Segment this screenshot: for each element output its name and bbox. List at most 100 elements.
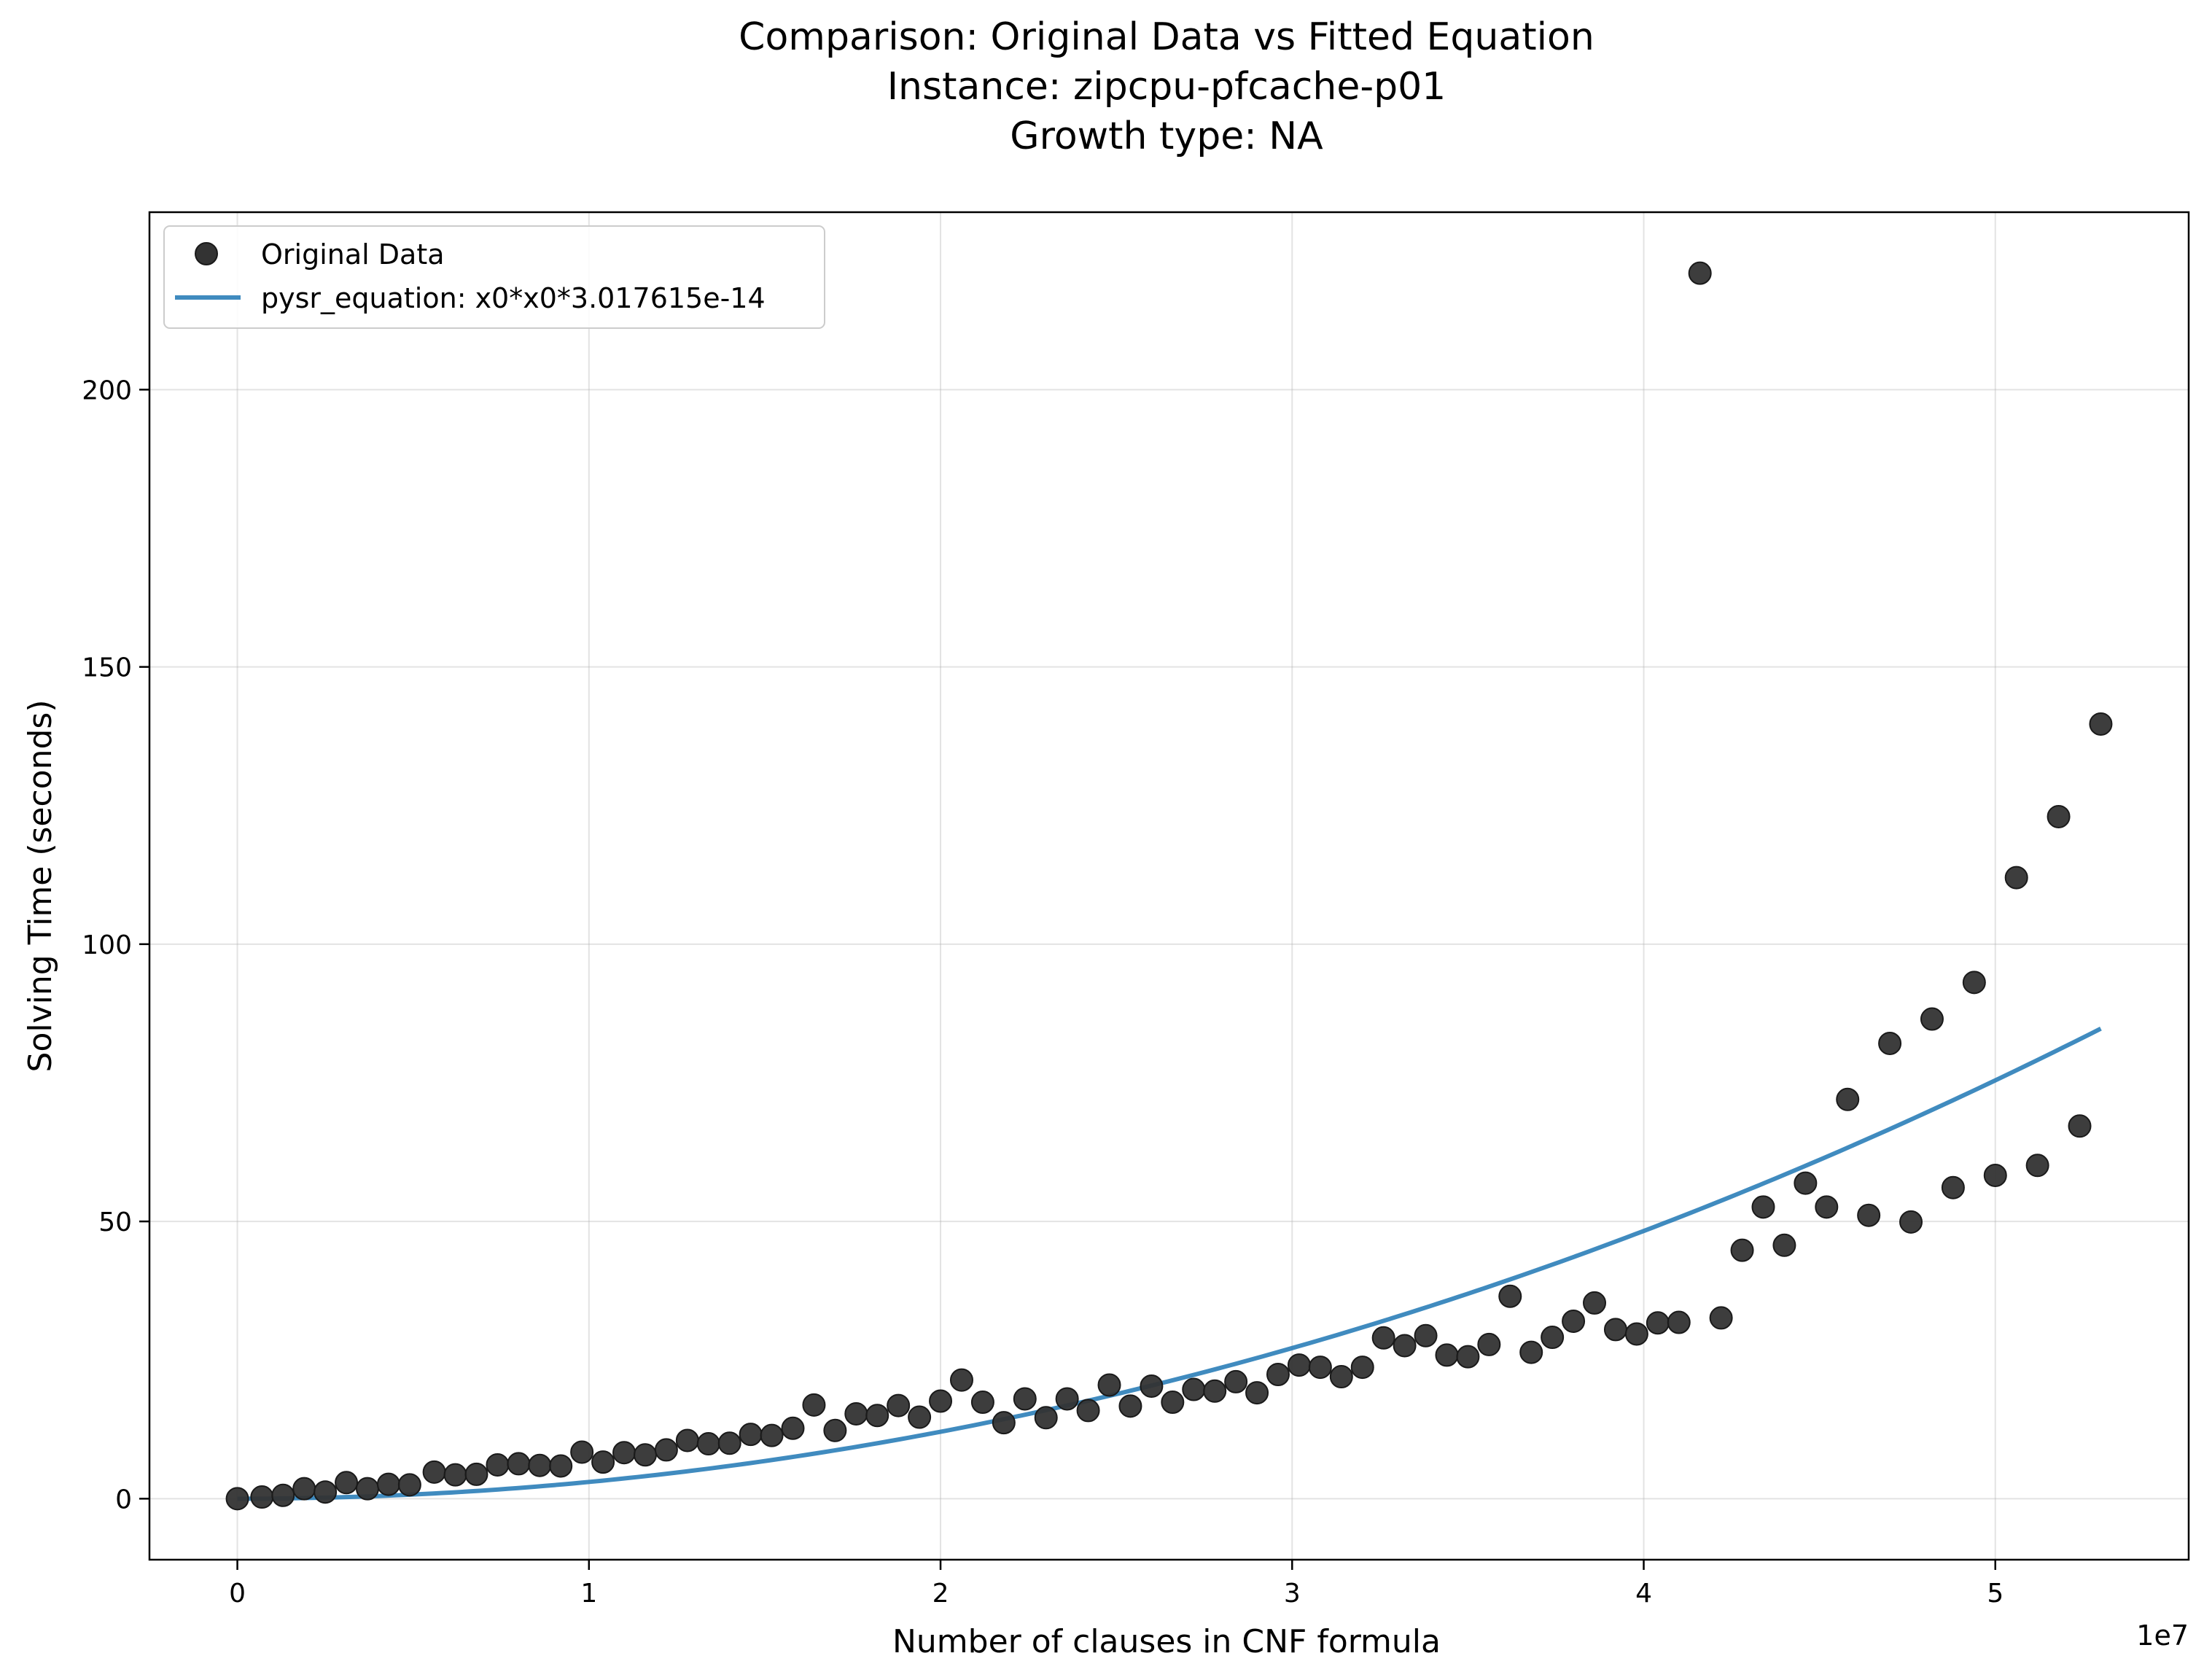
- x-tick-label: 5: [1987, 1579, 2004, 1609]
- data-point: [443, 1463, 467, 1487]
- data-point: [1857, 1203, 1881, 1227]
- data-point: [1836, 1087, 1860, 1111]
- data-point: [1224, 1369, 1248, 1393]
- data-point: [675, 1428, 699, 1452]
- data-point: [1245, 1381, 1269, 1405]
- data-point: [2089, 712, 2113, 736]
- data-point: [1583, 1291, 1607, 1315]
- data-point: [1140, 1374, 1164, 1398]
- data-point: [1350, 1356, 1374, 1380]
- data-point: [2004, 866, 2028, 890]
- data-point: [1878, 1031, 1902, 1055]
- data-point: [1667, 1310, 1691, 1334]
- data-point: [633, 1443, 657, 1467]
- data-point: [929, 1389, 953, 1413]
- data-point: [717, 1431, 741, 1455]
- data-point: [992, 1411, 1016, 1435]
- data-point: [271, 1483, 295, 1507]
- data-point: [1308, 1356, 1332, 1380]
- chart-title-line-3: Growth type: NA: [1010, 114, 1323, 158]
- data-point: [1287, 1353, 1311, 1377]
- x-axis-label: Number of clauses in CNF formula: [892, 1623, 1441, 1660]
- x-tick-label: 0: [229, 1579, 246, 1609]
- data-point: [865, 1404, 889, 1428]
- y-tick-label: 0: [115, 1485, 132, 1514]
- legend-label-original-data: Original Data: [261, 238, 445, 271]
- y-axis-label: Solving Time (seconds): [22, 700, 59, 1073]
- data-point: [1393, 1334, 1417, 1358]
- chart-title: Comparison: Original Data vs Fitted Equa…: [739, 15, 1594, 158]
- data-point: [1097, 1373, 1121, 1397]
- data-point: [1329, 1365, 1353, 1389]
- data-point: [654, 1438, 678, 1462]
- data-point: [549, 1454, 573, 1478]
- data-point: [1941, 1175, 1965, 1199]
- x-tick-label: 4: [1635, 1579, 1652, 1609]
- data-point: [486, 1452, 510, 1477]
- data-point: [1983, 1163, 2007, 1187]
- legend-marker-original-data: [195, 242, 218, 265]
- data-point: [1920, 1007, 1944, 1031]
- data-point: [1055, 1387, 1079, 1411]
- data-point: [397, 1473, 421, 1497]
- data-point: [1414, 1323, 1438, 1348]
- data-point: [1076, 1399, 1100, 1423]
- data-point: [1118, 1394, 1142, 1418]
- data-point: [1624, 1322, 1648, 1346]
- x-tick-label: 3: [1284, 1579, 1301, 1609]
- data-point: [781, 1416, 805, 1440]
- data-point: [612, 1441, 636, 1465]
- data-point: [1899, 1210, 1923, 1234]
- data-point: [823, 1418, 847, 1442]
- data-point: [1751, 1195, 1775, 1219]
- x-tick-label: 1: [580, 1579, 597, 1609]
- data-point: [1772, 1233, 1796, 1257]
- data-point: [1688, 261, 1712, 285]
- data-point: [335, 1471, 359, 1495]
- data-point: [591, 1450, 615, 1474]
- data-point: [887, 1393, 911, 1418]
- data-point: [507, 1452, 531, 1476]
- y-tick-label: 150: [82, 653, 132, 683]
- data-point: [739, 1423, 763, 1447]
- data-point: [802, 1393, 826, 1417]
- data-point: [908, 1405, 932, 1429]
- data-point: [696, 1432, 720, 1456]
- legend: Original Data pysr_equation: x0*x0*3.017…: [163, 225, 825, 329]
- y-tick-label: 100: [82, 930, 132, 960]
- y-axis-ticks: 0 50 100 150 200: [82, 376, 149, 1514]
- y-tick-label: 50: [98, 1208, 132, 1237]
- x-axis-offset-label: 1e7: [2136, 1619, 2189, 1652]
- data-point: [1203, 1379, 1227, 1403]
- data-point: [1456, 1345, 1480, 1369]
- data-point: [1477, 1332, 1501, 1356]
- y-tick-label: 200: [82, 376, 132, 405]
- data-point: [1730, 1238, 1754, 1262]
- data-point: [1794, 1171, 1818, 1195]
- legend-label-fitted-equation: pysr_equation: x0*x0*3.017615e-14: [261, 282, 766, 314]
- data-point: [970, 1391, 994, 1415]
- data-point: [1013, 1387, 1037, 1411]
- data-point: [949, 1368, 973, 1392]
- data-point: [250, 1485, 274, 1509]
- chart-title-line-1: Comparison: Original Data vs Fitted Equa…: [739, 15, 1594, 59]
- plot-frame: [148, 211, 2190, 1561]
- data-point: [1603, 1318, 1627, 1342]
- fitted-curve-layer: [237, 1027, 2102, 1501]
- data-point: [1371, 1326, 1395, 1350]
- data-point: [1962, 971, 1986, 995]
- data-point: [1034, 1406, 1058, 1430]
- chart-title-line-2: Instance: zipcpu-pfcache-p01: [887, 65, 1446, 109]
- grid: [149, 212, 2189, 1560]
- data-point: [464, 1462, 488, 1486]
- data-point: [422, 1460, 446, 1484]
- data-point: [2068, 1114, 2092, 1138]
- data-point: [1161, 1391, 1185, 1415]
- data-point: [225, 1487, 249, 1511]
- data-point: [314, 1480, 338, 1504]
- data-point: [760, 1423, 784, 1447]
- data-points-layer: [225, 261, 2113, 1511]
- x-axis-ticks: 0 1 2 3 4 5: [229, 1560, 2004, 1609]
- data-point: [1815, 1195, 1839, 1219]
